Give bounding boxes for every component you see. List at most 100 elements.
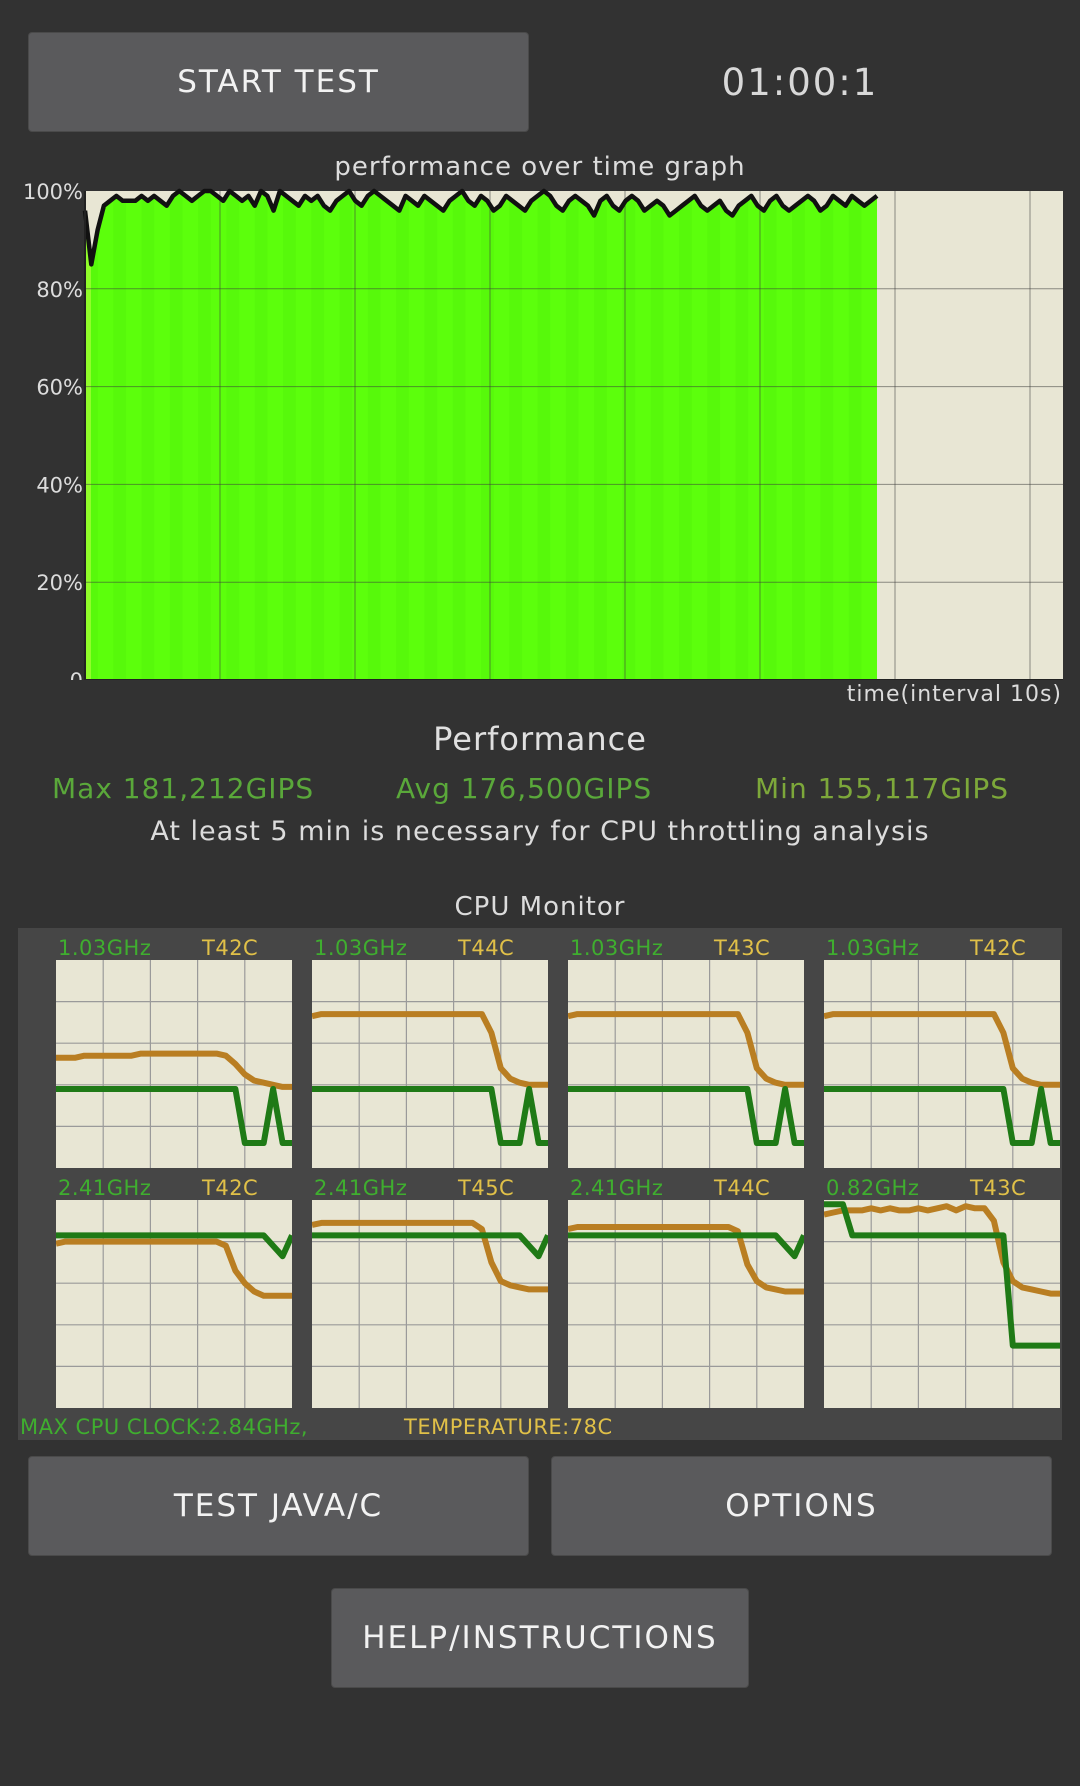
time-axis-label: time(interval 10s) (846, 682, 1062, 707)
core-graph-bg (824, 960, 1060, 1168)
core-freq-line (312, 1232, 548, 1260)
cpu-monitor-title: CPU Monitor (454, 892, 626, 922)
area-stripe (848, 191, 862, 680)
area-stripe (537, 191, 551, 680)
core-temp-line (312, 1011, 548, 1088)
core-frequency: 1.03GHz (826, 936, 920, 960)
options-button[interactable]: OPTIONS (551, 1456, 1052, 1556)
core-graph-bg (312, 1200, 548, 1408)
area-stripe (141, 191, 155, 680)
core-frequency: 1.03GHz (570, 936, 664, 960)
area-stripe (339, 191, 353, 680)
y-tick-label: 20% (36, 571, 83, 595)
core-graph (56, 1200, 292, 1408)
core-temperature: T45C (458, 1176, 515, 1200)
core-freq-line (824, 1201, 1060, 1349)
core-temp-line (312, 1219, 548, 1293)
elapsed-timer: 01:00:1 (721, 60, 879, 104)
core-frequency: 2.41GHz (570, 1176, 664, 1200)
performance-line (82, 188, 879, 267)
core-temp-line (568, 1011, 804, 1088)
core-temperature: T43C (714, 936, 771, 960)
area-edge (85, 191, 91, 680)
core-temperature: T42C (202, 1176, 259, 1200)
area-stripe (622, 191, 636, 680)
area-stripe (565, 191, 579, 680)
area-stripe (367, 191, 381, 680)
core-temperature: T44C (714, 1176, 771, 1200)
core-temperature: T44C (458, 936, 515, 960)
graph-title: performance over time graph (334, 152, 746, 182)
area-stripe (226, 191, 240, 680)
area-stripe (735, 191, 749, 680)
test-java-c-button[interactable]: TEST JAVA/C (28, 1456, 529, 1556)
core-temp-line (56, 1050, 292, 1090)
area-stripe (452, 191, 466, 680)
y-tick-label: 60% (36, 376, 83, 400)
core-graph (56, 960, 292, 1168)
cpu-monitor-panel: 1.03GHz T42C 1.03GHz T44C 1.03GHz T43C 1.03GHz… (18, 928, 1062, 1440)
core-frequency: 2.41GHz (58, 1176, 152, 1200)
core-freq-line (568, 1086, 804, 1146)
help-instructions-button[interactable]: HELP/INSTRUCTIONS (331, 1588, 749, 1688)
y-tick-label: 0 (70, 669, 83, 680)
core-temperature: T42C (202, 936, 259, 960)
performance-graph: 100% 80% 60% 40% 20% 0 (23, 180, 1063, 680)
core-graph (824, 960, 1060, 1168)
area-stripe (254, 191, 268, 680)
core-freq-line (56, 1232, 292, 1260)
max-performance: Max 181,212GIPS (52, 772, 315, 805)
performance-heading: Performance (433, 720, 647, 758)
core-graph-bg (56, 1200, 292, 1408)
area-stripe (169, 191, 183, 680)
core-temperature: T43C (970, 1176, 1027, 1200)
core-graph (568, 1200, 804, 1408)
core-temp-line (56, 1238, 292, 1299)
core-frequency: 1.03GHz (314, 936, 408, 960)
throttling-note: At least 5 min is necessary for CPU thro… (150, 816, 930, 847)
core-temp-line (824, 1011, 1060, 1088)
start-test-button[interactable]: START TEST (28, 32, 529, 132)
core-graph-bg (568, 1200, 804, 1408)
area-stripe (679, 191, 692, 680)
area-stripe (396, 191, 409, 680)
avg-performance: Avg 176,500GIPS (396, 772, 653, 805)
area-stripe (792, 191, 805, 680)
y-tick-label: 100% (23, 180, 83, 204)
area-stripe (283, 191, 296, 680)
area-stripe (594, 191, 607, 680)
core-graph-bg (824, 1200, 1060, 1408)
core-frequency: 2.41GHz (314, 1176, 408, 1200)
core-freq-line (824, 1086, 1060, 1146)
area-stripe (707, 191, 721, 680)
core-freq-line (56, 1086, 292, 1146)
max-temperature: TEMPERATURE:78C (404, 1415, 613, 1439)
y-tick-label: 40% (36, 473, 83, 497)
area-stripe (198, 191, 211, 680)
core-temperature: T42C (970, 936, 1027, 960)
area-stripe (424, 191, 438, 680)
core-graph-bg (56, 960, 292, 1168)
performance-area (85, 191, 877, 680)
area-stripe (113, 191, 127, 680)
core-graph-bg (312, 960, 548, 1168)
area-stripe (650, 191, 664, 680)
core-freq-line (568, 1232, 804, 1260)
max-cpu-clock: MAX CPU CLOCK:2.84GHz, (20, 1415, 309, 1439)
core-graph (568, 960, 804, 1168)
core-freq-line (312, 1086, 548, 1146)
area-stripe (481, 191, 494, 680)
area-stripe (509, 191, 523, 680)
graph-background-top (85, 191, 877, 265)
y-tick-label: 80% (36, 278, 83, 302)
core-graph (824, 1200, 1060, 1408)
area-stripe (763, 191, 777, 680)
core-graph (312, 1200, 548, 1408)
core-frequency: 0.82GHz (826, 1176, 920, 1200)
core-temp-line (824, 1203, 1060, 1297)
core-frequency: 1.03GHz (58, 936, 152, 960)
core-graph (312, 960, 548, 1168)
min-performance: Min 155,117GIPS (755, 772, 1009, 805)
area-stripe (820, 191, 834, 680)
core-temp-line (568, 1224, 804, 1295)
